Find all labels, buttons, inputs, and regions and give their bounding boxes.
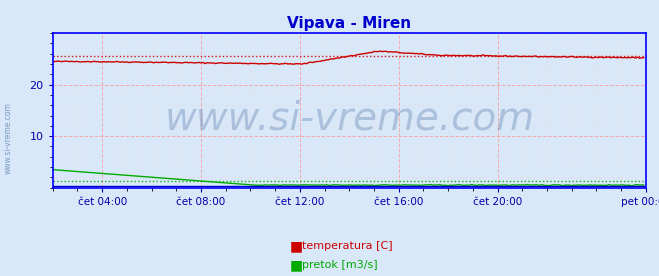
Text: temperatura [C]: temperatura [C] [302, 242, 393, 251]
Title: Vipava - Miren: Vipava - Miren [287, 15, 411, 31]
Text: www.si-vreme.com: www.si-vreme.com [3, 102, 13, 174]
Text: ■: ■ [290, 239, 303, 253]
Text: ■: ■ [290, 258, 303, 272]
Text: www.si-vreme.com: www.si-vreme.com [164, 99, 534, 137]
Text: pretok [m3/s]: pretok [m3/s] [302, 260, 378, 270]
